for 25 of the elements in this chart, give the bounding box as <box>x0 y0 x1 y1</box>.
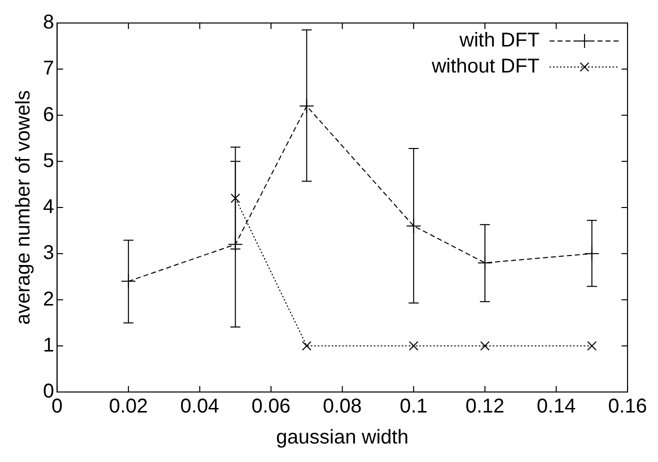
y-tick-label: 1 <box>43 334 54 356</box>
y-tick-label: 2 <box>43 288 54 310</box>
y-tick-label: 4 <box>43 196 54 218</box>
x-tick-label: 0.16 <box>608 396 648 418</box>
y-tick-label: 3 <box>43 242 54 264</box>
point <box>302 341 312 351</box>
x-tick-label: 0.08 <box>322 396 362 418</box>
x-axis-title: gaussian width <box>276 426 408 449</box>
point <box>587 341 597 351</box>
x-tick-label: 0.1 <box>400 396 428 418</box>
point <box>408 341 418 351</box>
x-tick-label: 0.12 <box>465 396 504 418</box>
point <box>480 341 490 351</box>
x-tick-label: 0.14 <box>536 396 576 418</box>
y-tick-label: 5 <box>43 150 54 172</box>
y-axis-title: average number of vowels <box>12 90 35 325</box>
legend-label: without DFT <box>430 56 540 78</box>
x-tick-label: 0.04 <box>180 396 220 418</box>
x-tick-label: 0.06 <box>252 396 290 418</box>
y-tick-label: 6 <box>43 104 54 126</box>
point <box>230 194 240 204</box>
legend-label: with DFT <box>458 30 540 52</box>
y-tick-label: 7 <box>43 58 54 80</box>
x-tick-label: 0.02 <box>108 396 148 418</box>
y-tick-label: 8 <box>43 12 54 34</box>
